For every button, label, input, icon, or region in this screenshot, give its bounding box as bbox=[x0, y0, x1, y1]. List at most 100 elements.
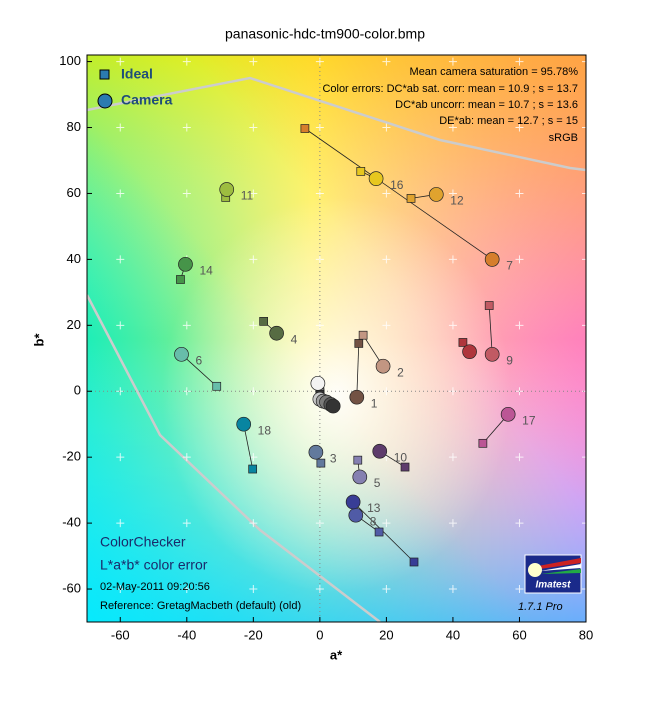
grid-cross bbox=[582, 57, 586, 66]
y-tick-label: 40 bbox=[67, 251, 81, 266]
ideal-point bbox=[353, 455, 363, 465]
camera-point bbox=[484, 346, 500, 362]
grid-cross bbox=[515, 453, 524, 462]
grid-cross bbox=[515, 321, 524, 330]
grid-cross bbox=[448, 519, 457, 528]
x-tick-label: 60 bbox=[512, 627, 526, 642]
grid-cross bbox=[116, 519, 125, 528]
grid-cross bbox=[315, 123, 324, 132]
point-label: 10 bbox=[394, 450, 408, 464]
camera-point bbox=[500, 406, 516, 422]
point-label: 2 bbox=[397, 365, 404, 379]
grid-cross bbox=[116, 123, 125, 132]
grid-cross bbox=[382, 57, 391, 66]
x-tick-label: -60 bbox=[111, 627, 130, 642]
legend-label: Ideal bbox=[121, 66, 153, 82]
grid-cross bbox=[515, 585, 524, 594]
point-label: 14 bbox=[199, 264, 213, 278]
grid-cross bbox=[249, 585, 258, 594]
grid-cross bbox=[249, 321, 258, 330]
y-axis-label: b* bbox=[31, 333, 46, 347]
y-tick-label: 20 bbox=[67, 317, 81, 332]
camera-point bbox=[308, 444, 324, 460]
x-tick-label: -20 bbox=[244, 627, 263, 642]
y-tick-label: -40 bbox=[62, 515, 81, 530]
point-label: 11 bbox=[241, 189, 254, 203]
point-label: 6 bbox=[195, 353, 202, 367]
point-label: 17 bbox=[522, 413, 536, 427]
ideal-point bbox=[354, 339, 364, 348]
annotation: sRGB bbox=[549, 132, 578, 144]
grid-cross bbox=[315, 255, 324, 264]
y-tick-label: 100 bbox=[59, 53, 81, 68]
error-line bbox=[488, 305, 493, 355]
ideal-point bbox=[300, 124, 310, 133]
grid-cross bbox=[515, 519, 524, 528]
grid-cross bbox=[582, 255, 586, 264]
grid-cross bbox=[382, 123, 391, 132]
point-label: 1 bbox=[371, 396, 378, 410]
grid-cross bbox=[182, 519, 191, 528]
ideal-point bbox=[316, 458, 326, 468]
camera-point bbox=[348, 507, 364, 523]
grid-cross bbox=[315, 189, 324, 198]
x-tick-label: -40 bbox=[177, 627, 196, 642]
grid-cross bbox=[448, 321, 457, 330]
error-line bbox=[356, 343, 360, 398]
grid-cross bbox=[315, 321, 324, 330]
camera-point bbox=[462, 344, 477, 360]
grid-cross bbox=[182, 57, 191, 66]
grid-cross bbox=[582, 123, 586, 132]
grid-cross bbox=[116, 255, 125, 264]
camera-point bbox=[352, 469, 368, 485]
camera-point bbox=[345, 494, 361, 510]
grid-cross bbox=[182, 189, 191, 198]
grid-cross bbox=[249, 123, 258, 132]
point-label: 18 bbox=[258, 423, 272, 437]
grid-cross bbox=[249, 189, 258, 198]
x-tick-label: 0 bbox=[316, 627, 323, 642]
point-label: 8 bbox=[370, 514, 377, 528]
footer-subtitle: L*a*b* color error bbox=[100, 557, 208, 573]
error-line bbox=[352, 501, 415, 563]
ideal-point bbox=[374, 527, 384, 537]
ideal-point bbox=[176, 275, 185, 284]
ideal-point bbox=[484, 301, 494, 310]
y-tick-label: -60 bbox=[62, 580, 81, 595]
error-line bbox=[243, 424, 254, 470]
grid-cross bbox=[116, 321, 125, 330]
grid-cross bbox=[515, 189, 524, 198]
grid-cross bbox=[116, 387, 125, 396]
point-label: 3 bbox=[330, 451, 337, 465]
footer-title: ColorChecker bbox=[100, 534, 186, 550]
x-tick-label: 80 bbox=[579, 627, 593, 642]
grid-cross bbox=[382, 519, 391, 528]
camera-point bbox=[368, 171, 384, 186]
grid-cross bbox=[182, 387, 191, 396]
ideal-point bbox=[400, 462, 410, 472]
camera-point bbox=[178, 256, 193, 272]
point-label: 13 bbox=[367, 501, 381, 515]
ideal-point bbox=[212, 381, 222, 391]
grid-cross bbox=[582, 585, 586, 594]
camera-point bbox=[310, 375, 326, 391]
error-line bbox=[304, 128, 493, 260]
camera-point bbox=[219, 182, 235, 197]
chart-title: panasonic-hdc-tm900-color.bmp bbox=[225, 26, 425, 42]
grid-cross bbox=[582, 453, 586, 462]
grid-cross bbox=[249, 255, 258, 264]
point-label: 4 bbox=[291, 332, 298, 346]
error-line bbox=[181, 354, 218, 387]
camera-point bbox=[428, 187, 444, 202]
x-axis-label: a* bbox=[330, 647, 343, 662]
plot-frame bbox=[86, 54, 587, 623]
y-tick-label: 60 bbox=[67, 185, 81, 200]
footer-reference: Reference: GretagMacbeth (default) (old) bbox=[100, 600, 301, 612]
grid-cross bbox=[249, 519, 258, 528]
grid-cross bbox=[116, 57, 125, 66]
y-tick-label: 0 bbox=[74, 383, 81, 398]
camera-point bbox=[372, 443, 388, 459]
x-tick-label: 20 bbox=[379, 627, 393, 642]
